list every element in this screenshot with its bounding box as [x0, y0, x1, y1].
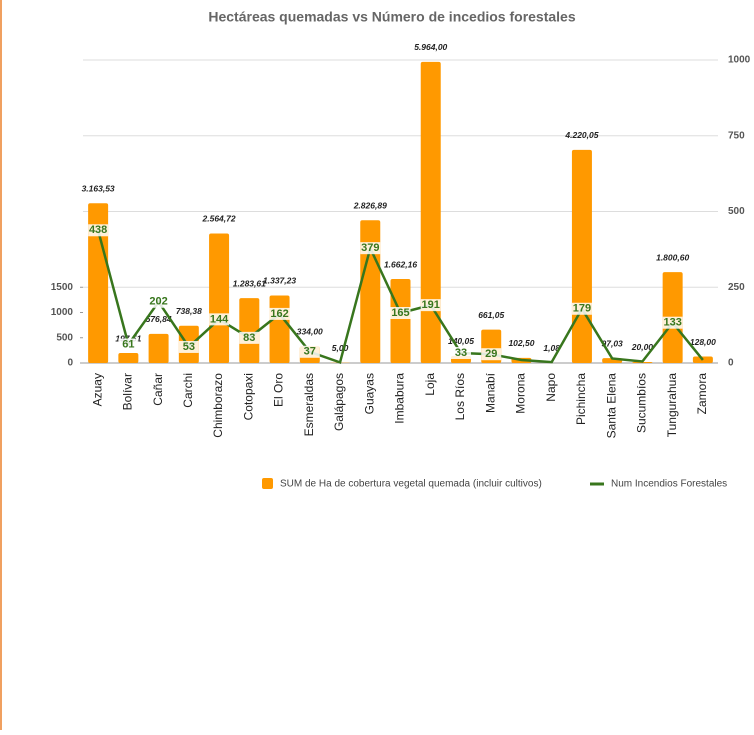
bar-value-label: 102,50	[508, 338, 534, 348]
x-tick-label: Carchi	[181, 373, 195, 408]
legend-swatch	[262, 478, 273, 489]
line-value-label: 162	[270, 308, 288, 320]
x-tick-label: Imbabura	[393, 373, 407, 424]
line-value-label: 37	[304, 346, 316, 358]
x-tick-label: Cotopaxi	[241, 373, 255, 420]
legend-label: Num Incendios Forestales	[611, 479, 727, 490]
line-value-label: 83	[243, 332, 255, 344]
x-tick-label: Tungurahua	[665, 373, 679, 438]
x-tick-label: Pichincha	[574, 373, 588, 425]
page: Hectáreas quemadas vs Número de incedios…	[0, 0, 754, 735]
line-value-label: 53	[183, 341, 195, 353]
bar	[209, 233, 229, 363]
bar-value-label: 1.800,60	[656, 252, 689, 262]
bar	[270, 295, 290, 363]
bar	[118, 353, 138, 363]
line-value-label: 61	[122, 338, 134, 350]
bar	[572, 150, 592, 363]
x-tick-label: Galápagos	[332, 373, 346, 431]
line-value-label: 133	[663, 317, 681, 329]
line-value-label: 379	[361, 242, 379, 254]
y2-tick-label: 750	[728, 130, 745, 141]
y-tick-label: 1000	[51, 307, 74, 318]
line-value-label: 144	[210, 313, 229, 325]
line-value-label: 29	[485, 348, 497, 360]
line-value-label: 33	[455, 347, 467, 359]
line-value-label: 191	[422, 299, 440, 311]
chart: Hectáreas quemadas vs Número de incedios…	[0, 0, 754, 730]
x-tick-label: Loja	[423, 373, 437, 396]
y2-tick-label: 1000	[728, 55, 751, 66]
x-tick-label: Sucumbíos	[635, 373, 649, 433]
bar-value-label: 334,00	[297, 326, 323, 336]
bar	[391, 279, 411, 363]
page-edge	[0, 0, 2, 730]
x-tick-label: Santa Elena	[604, 373, 618, 439]
bar	[149, 334, 169, 363]
bar-value-label: 5.964,00	[414, 42, 447, 52]
bar-value-label: 661,05	[478, 310, 504, 320]
y-tick-label: 0	[67, 358, 73, 369]
chart-title: Hectáreas quemadas vs Número de incedios…	[208, 9, 575, 25]
y2-tick-label: 250	[728, 282, 745, 293]
bar	[239, 298, 259, 363]
line-value-label: 202	[149, 296, 167, 308]
bar-value-label: 738,38	[176, 306, 202, 316]
x-tick-label: Los Ríos	[453, 373, 467, 420]
bar-value-label: 3.163,53	[82, 183, 115, 193]
bar-value-label: 1.662,16	[384, 259, 417, 269]
x-tick-label: Chimborazo	[211, 373, 225, 438]
line-value-label: 165	[391, 307, 409, 319]
x-tick-label: Bolívar	[121, 373, 135, 410]
y2-tick-label: 0	[728, 358, 734, 369]
x-tick-label: El Oro	[272, 373, 286, 407]
x-tick-label: Zamora	[695, 373, 709, 415]
x-tick-label: Morona	[514, 373, 528, 414]
bar-value-label: 4.220,05	[564, 130, 598, 140]
x-tick-label: Napo	[544, 373, 558, 402]
bar-value-label: 1.283,61	[233, 278, 266, 288]
bar-value-label: 2.564,72	[202, 214, 236, 224]
bar-value-label: 2.826,89	[353, 200, 387, 210]
line-value-label: 438	[89, 224, 107, 236]
legend-label: SUM de Ha de cobertura vegetal quemada (…	[280, 479, 542, 490]
line-value-label: 179	[573, 303, 591, 315]
bar-value-label: 128,00	[690, 337, 716, 347]
bar-value-label: 1.337,23	[263, 276, 296, 286]
y-tick-label: 1500	[51, 282, 74, 293]
x-tick-label: Esmeraldas	[302, 373, 316, 436]
x-tick-label: Cañar	[151, 373, 165, 406]
x-tick-label: Azuay	[90, 373, 104, 406]
y2-tick-label: 500	[728, 206, 745, 217]
x-tick-label: Guayas	[362, 373, 376, 414]
y-tick-label: 500	[56, 332, 73, 343]
x-tick-label: Manabí	[483, 372, 497, 413]
